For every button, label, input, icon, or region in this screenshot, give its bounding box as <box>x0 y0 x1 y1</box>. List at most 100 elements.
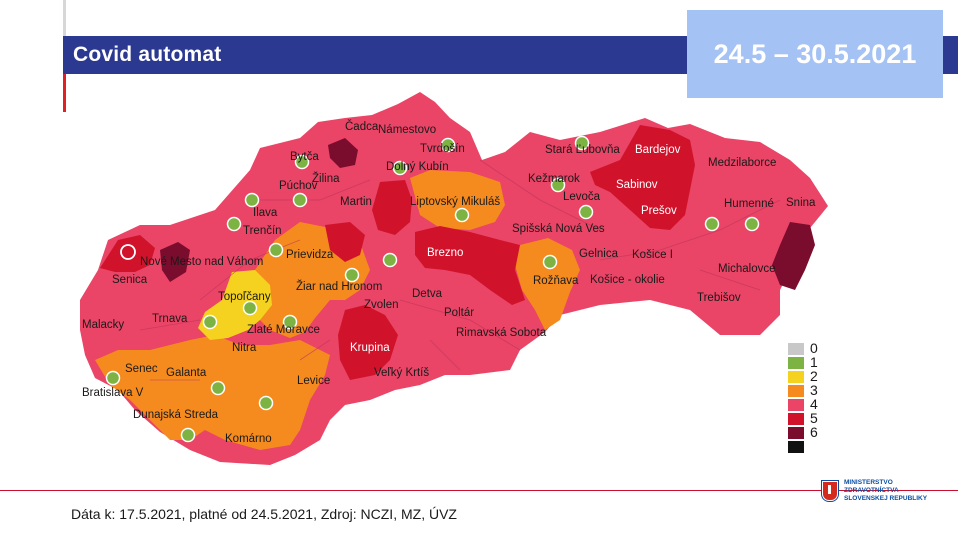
district-label-krupina: Krupina <box>350 342 390 354</box>
legend-swatch <box>788 413 804 425</box>
map-area-cadca-dark <box>328 138 358 168</box>
date-range: 24.5 – 30.5.2021 <box>713 38 917 69</box>
ministry-logo: Ministerstvo zdravotníctva Slovenskej re… <box>822 479 942 509</box>
district-label-brezno: Brezno <box>427 247 463 259</box>
marker-levice <box>258 395 274 411</box>
legend-item-0: 0 <box>788 340 928 356</box>
district-label-prešov: Prešov <box>641 205 677 217</box>
legend-label: 4 <box>810 396 818 412</box>
map-area-east-red <box>590 125 695 230</box>
district-label-liptovský-mikuláš: Liptovský Mikuláš <box>410 196 500 208</box>
legend-label: 3 <box>810 382 818 398</box>
district-label-sabinov: Sabinov <box>616 179 658 191</box>
date-range-box: 24.5 – 30.5.2021 <box>687 10 943 98</box>
marker-topoľčany <box>242 300 258 316</box>
legend-label: 2 <box>810 368 818 384</box>
district-label-bardejov: Bardejov <box>635 144 681 156</box>
ministry-name: Ministerstvo zdravotníctva Slovenskej re… <box>844 479 928 502</box>
district-label-trebišov: Trebišov <box>697 292 741 304</box>
marker-trnava <box>202 314 218 330</box>
marker-zlaté-moravce <box>282 314 298 330</box>
district-label-nitra: Nitra <box>232 342 257 354</box>
legend-swatch <box>788 357 804 369</box>
legend-item-2: 2 <box>788 368 928 384</box>
marker-trenčín <box>226 216 242 232</box>
legend-swatch <box>788 385 804 397</box>
marker-galanta <box>210 380 226 396</box>
district-label-zlaté-moravce: Zlaté Moravce <box>247 324 320 336</box>
marker-dunajská-streda <box>180 427 196 443</box>
district-label-senec: Senec <box>125 363 158 375</box>
district-label-bytča: Bytča <box>290 151 319 163</box>
accent-line <box>63 74 66 112</box>
district-label-rožňava: Rožňava <box>533 275 579 287</box>
district-label-komárno: Komárno <box>225 433 272 445</box>
district-label-topoľčany: Topoľčany <box>218 291 271 303</box>
legend-label: 0 <box>810 340 818 356</box>
marker-žiar-nad-hronom <box>344 267 360 283</box>
marker-tvrdošín <box>440 137 456 153</box>
district-label-detva: Detva <box>412 288 443 300</box>
legend-label: 6 <box>810 424 818 440</box>
map-area-brezno <box>415 226 525 305</box>
legend-item-3: 3 <box>788 382 928 398</box>
marker-prievidza <box>268 242 284 258</box>
legend-swatch <box>788 427 804 439</box>
district-label-zvolen: Zvolen <box>364 299 399 311</box>
district-label-levice: Levice <box>297 375 330 387</box>
district-label-senica: Senica <box>112 274 148 286</box>
legend-swatch <box>788 399 804 411</box>
legend-label: 5 <box>810 410 818 426</box>
map-area-myjava-dark <box>160 242 190 282</box>
district-label-martin: Martin <box>340 196 372 208</box>
district-label-žilina: Žilina <box>312 172 340 185</box>
district-label-tvrdošín: Tvrdošín <box>420 143 465 155</box>
district-label-ilava: Ilava <box>253 207 278 219</box>
district-label-čadca: Čadca <box>345 120 379 133</box>
legend-item-6: 6 <box>788 424 928 440</box>
marker-snina <box>744 216 760 232</box>
marker-brezno <box>382 252 398 268</box>
district-label-medzilaborce: Medzilaborce <box>708 157 776 169</box>
coat-of-arms-icon <box>822 481 838 501</box>
marker-bytča <box>294 154 310 170</box>
district-label-gelnica: Gelnica <box>579 248 619 260</box>
district-label-malacky: Malacky <box>82 319 124 331</box>
legend-swatch <box>788 343 804 355</box>
district-label-poltár: Poltár <box>444 307 474 319</box>
marker-liptovský-mikuláš <box>454 207 470 223</box>
marker-stará-ľubovňa <box>574 135 590 151</box>
district-label-trenčín: Trenčín <box>243 225 282 237</box>
district-label-stará-ľubovňa: Stará Ľubovňa <box>545 144 620 156</box>
legend-swatch <box>788 441 804 453</box>
district-label-levoča: Levoča <box>563 191 601 203</box>
legend-item-4: 4 <box>788 396 928 412</box>
district-borders <box>139 159 781 381</box>
marker-dolný-kubín <box>392 160 408 176</box>
district-label-žiar-nad-hronom: Žiar nad Hronom <box>296 280 382 293</box>
district-label-košice-okolie: Košice - okolie <box>590 274 665 286</box>
legend-item-1: 1 <box>788 354 928 370</box>
district-label-humenné: Humenné <box>724 198 774 210</box>
marker-žilina <box>292 192 308 208</box>
district-label-galanta: Galanta <box>166 367 207 379</box>
district-label-prievidza: Prievidza <box>286 249 334 261</box>
district-label-veľký-krtíš: Veľký Krtíš <box>374 367 429 379</box>
map-area-roznava <box>515 238 580 330</box>
map-area-snina-dark <box>772 222 815 290</box>
district-label-spišská-nová-ves: Spišská Nová Ves <box>512 223 605 235</box>
marker-púchov <box>244 192 260 208</box>
map-area-liptov <box>410 170 505 230</box>
map-area-martin-south <box>325 222 365 262</box>
district-label-košice-i: Košice I <box>632 249 673 261</box>
top-divider-line <box>63 0 66 36</box>
district-label-kežmarok: Kežmarok <box>528 173 580 185</box>
district-label-púchov: Púchov <box>279 180 318 192</box>
district-label-nové-mesto-nad-váhom: Nové Mesto nad Váhom <box>140 256 263 268</box>
district-label-dolný-kubín: Dolný Kubín <box>386 161 449 173</box>
legend-item-7 <box>788 440 928 454</box>
district-label-dunajská-streda: Dunajská Streda <box>133 409 219 421</box>
marker-senec <box>105 370 121 386</box>
district-label-trnava: Trnava <box>152 313 188 325</box>
